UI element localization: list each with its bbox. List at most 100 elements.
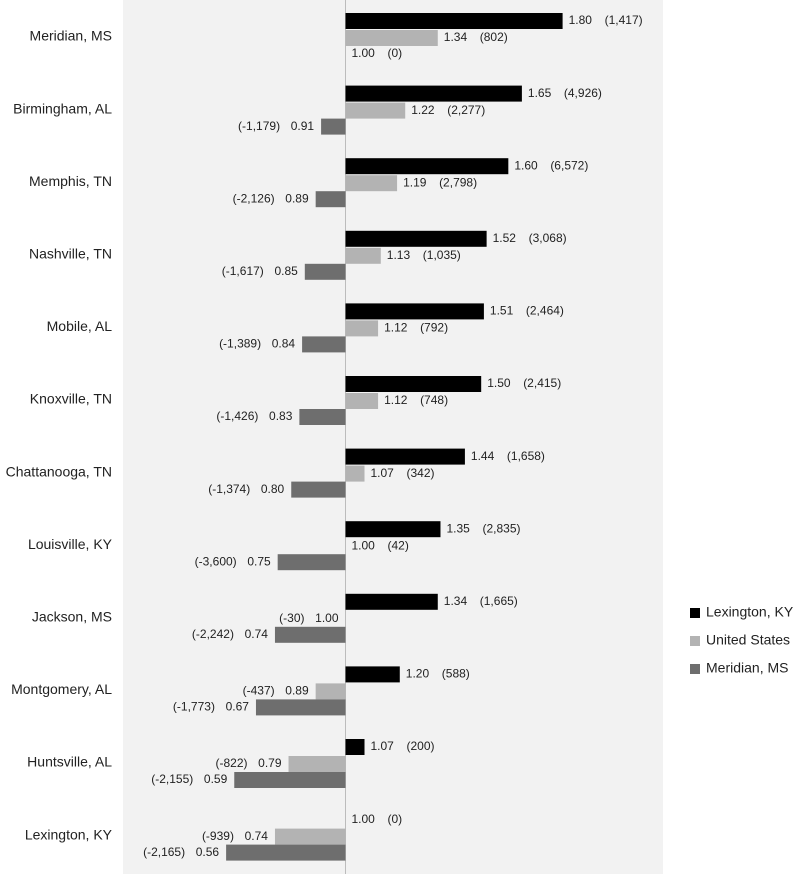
change-label: (-2,155) xyxy=(151,772,193,786)
bar xyxy=(345,465,365,482)
bar xyxy=(277,554,346,571)
change-label: (-1,179) xyxy=(238,119,280,133)
change-label: (588) xyxy=(442,667,470,681)
value-label: 0.67 xyxy=(226,700,250,714)
value-label: 1.65 xyxy=(528,86,552,100)
change-label: (3,068) xyxy=(529,231,567,245)
change-label: (2,277) xyxy=(447,103,485,117)
bar xyxy=(255,699,346,716)
change-label: (-1,374) xyxy=(208,482,250,496)
change-label: (1,417) xyxy=(605,13,643,27)
change-label: (2,415) xyxy=(523,376,561,390)
bar xyxy=(345,448,465,465)
change-label: (-1,426) xyxy=(216,409,258,423)
change-label: (-2,165) xyxy=(143,845,185,859)
bar xyxy=(345,158,509,175)
legend-label: Lexington, KY xyxy=(706,604,794,620)
value-label: 1.00 xyxy=(352,538,376,552)
change-label: (1,665) xyxy=(480,594,518,608)
value-label: 1.50 xyxy=(487,376,511,390)
change-label: (-822) xyxy=(216,756,248,770)
category-label: Memphis, TN xyxy=(29,173,112,189)
value-label: 0.91 xyxy=(291,119,315,133)
value-label: 0.56 xyxy=(196,845,220,859)
value-label: 0.74 xyxy=(245,627,269,641)
change-label: (-2,242) xyxy=(192,627,234,641)
bar xyxy=(345,13,563,29)
change-label: (-3,600) xyxy=(195,554,237,568)
change-label: (342) xyxy=(407,466,435,480)
legend-label: Meridian, MS xyxy=(706,660,788,676)
category-label: Chattanooga, TN xyxy=(6,463,112,479)
category-label: Louisville, KY xyxy=(28,536,113,552)
legend-swatch xyxy=(690,608,700,618)
change-label: (748) xyxy=(420,393,448,407)
bar xyxy=(345,303,484,320)
bar xyxy=(299,409,346,425)
change-label: (1,658) xyxy=(507,449,545,463)
change-label: (0) xyxy=(388,46,403,60)
category-label: Lexington, KY xyxy=(25,826,113,842)
change-label: (200) xyxy=(407,739,435,753)
value-label: 1.00 xyxy=(352,812,376,826)
value-label: 1.22 xyxy=(411,103,435,117)
change-label: (6,572) xyxy=(550,158,588,172)
plot-background xyxy=(123,0,663,874)
value-label: 0.89 xyxy=(285,191,309,205)
bar xyxy=(315,191,346,208)
value-label: 1.00 xyxy=(352,46,376,60)
change-label: (4,926) xyxy=(564,86,602,100)
bar xyxy=(345,593,438,610)
value-label: 0.79 xyxy=(258,756,282,770)
change-label: (-2,126) xyxy=(233,191,275,205)
value-label: 0.59 xyxy=(204,772,228,786)
value-label: 1.07 xyxy=(371,739,395,753)
change-label: (-1,389) xyxy=(219,337,261,351)
bar xyxy=(315,683,346,700)
category-label: Nashville, TN xyxy=(29,246,112,262)
bar xyxy=(345,320,379,337)
bar xyxy=(291,481,346,498)
value-label: 0.75 xyxy=(247,554,271,568)
bar xyxy=(302,336,346,353)
legend-swatch xyxy=(690,636,700,646)
change-label: (0) xyxy=(388,812,403,826)
change-label: (792) xyxy=(420,321,448,335)
bar xyxy=(345,102,406,119)
value-label: 1.00 xyxy=(315,611,339,625)
bar xyxy=(274,828,346,845)
bar xyxy=(345,175,398,192)
bar xyxy=(345,376,482,392)
change-label: (802) xyxy=(480,30,508,44)
value-label: 1.34 xyxy=(444,30,468,44)
value-label: 1.80 xyxy=(569,13,593,27)
value-label: 1.07 xyxy=(371,466,395,480)
bar xyxy=(345,30,438,46)
bar xyxy=(345,666,400,683)
value-label: 0.84 xyxy=(272,337,296,351)
category-label: Meridian, MS xyxy=(30,28,112,44)
bar xyxy=(321,118,346,135)
category-label: Jackson, MS xyxy=(32,609,112,625)
value-label: 0.74 xyxy=(245,829,269,843)
value-label: 1.12 xyxy=(384,393,408,407)
legend-label: United States xyxy=(706,632,790,648)
category-label: Mobile, AL xyxy=(47,318,113,334)
value-label: 1.19 xyxy=(403,175,427,189)
bar xyxy=(345,739,365,755)
value-label: 1.20 xyxy=(406,667,430,681)
bar xyxy=(345,521,441,538)
change-label: (-437) xyxy=(243,684,275,698)
bar xyxy=(288,756,346,772)
change-label: (-1,773) xyxy=(173,700,215,714)
legend-swatch xyxy=(690,664,700,674)
change-label: (-1,617) xyxy=(222,264,264,278)
change-label: (2,835) xyxy=(482,521,520,535)
value-label: 0.85 xyxy=(274,264,298,278)
bar xyxy=(226,844,346,861)
value-label: 1.35 xyxy=(446,521,470,535)
bar xyxy=(304,263,346,280)
bar xyxy=(345,85,522,102)
bar xyxy=(274,626,346,643)
bar xyxy=(345,247,381,264)
